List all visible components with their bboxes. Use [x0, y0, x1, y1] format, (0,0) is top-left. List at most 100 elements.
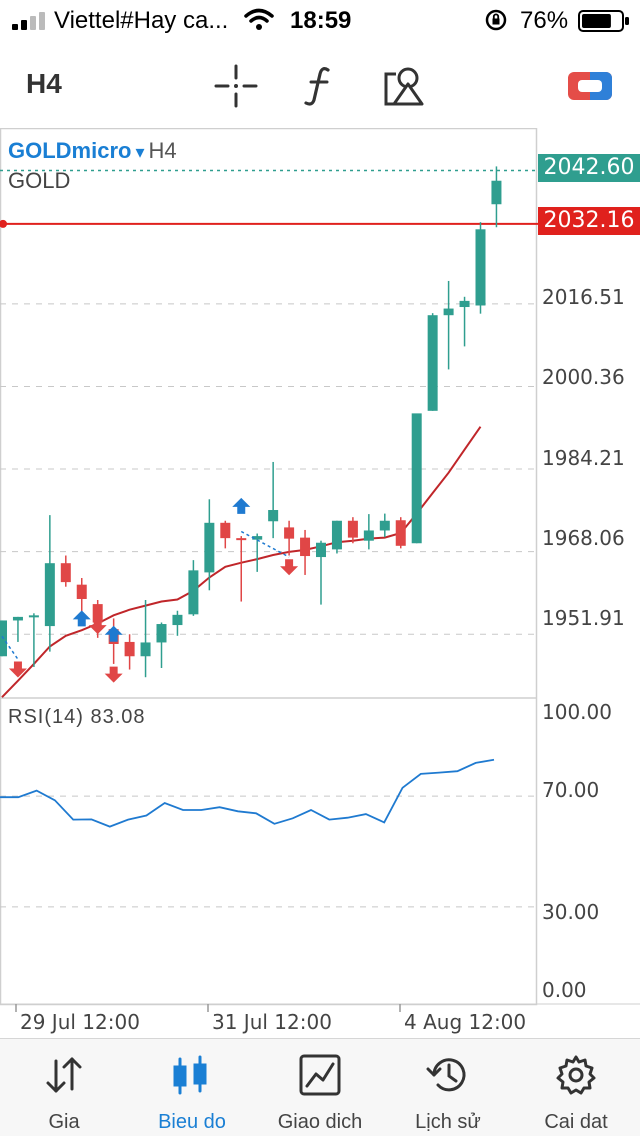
symbol-header[interactable]: GOLDmicro ▾ H4 — [8, 138, 177, 164]
chart-toolbar: H4 — [0, 44, 640, 124]
candle-body — [44, 563, 55, 627]
tab-label: Gia — [48, 1111, 80, 1133]
rsi-axis-label: 0.00 — [542, 978, 587, 1002]
tab-settings[interactable]: Cai dat — [512, 1039, 640, 1136]
candle-body — [76, 584, 87, 599]
sell-signal-arrow — [88, 618, 107, 635]
history-icon — [426, 1058, 466, 1092]
objects-icon[interactable] — [382, 64, 426, 108]
signal-link-line — [1, 635, 19, 660]
settings-icon — [556, 1055, 596, 1095]
bid-price-tag: 2032.16 — [538, 207, 640, 235]
candle-body — [427, 315, 438, 411]
candle — [124, 634, 135, 670]
quotes-icon — [46, 1057, 82, 1093]
candle-body — [140, 642, 151, 657]
price-axis-label: 2016.51 — [542, 285, 625, 309]
candle-body — [316, 542, 326, 558]
candle-body — [300, 537, 311, 557]
candle — [204, 499, 215, 591]
candle — [316, 540, 326, 605]
candle-body — [459, 300, 470, 308]
price-axis-label: 2000.36 — [542, 365, 625, 389]
battery-icon — [578, 10, 629, 32]
candle — [252, 533, 263, 572]
candle — [331, 520, 342, 554]
chart-frame — [0, 128, 640, 1006]
candle-body — [491, 180, 502, 205]
battery-percent: 76% — [520, 7, 569, 34]
tab-chart[interactable]: Bieu do — [128, 1039, 256, 1136]
candle — [443, 280, 454, 370]
timeframe-button[interactable]: H4 — [26, 68, 62, 99]
candle-body — [236, 538, 247, 541]
candle — [427, 313, 438, 411]
candle — [60, 555, 71, 587]
tab-label: Bieu do — [158, 1111, 226, 1133]
tab-label: Giao dich — [277, 1111, 363, 1133]
rsi-axis-label: 30.00 — [542, 900, 600, 924]
chart-area[interactable]: GOLDmicro ▾ H4 GOLD 2042.60 2032.16 2016.5… — [0, 128, 640, 1038]
candle-body — [268, 510, 279, 522]
buy-signal-arrow — [104, 625, 123, 642]
candle-body — [347, 520, 358, 538]
candle-body — [28, 615, 39, 618]
candle — [236, 536, 247, 602]
price-axis-label: 1951.91 — [542, 606, 625, 630]
time-axis-label: 31 Jul 12:00 — [212, 1010, 332, 1034]
candle — [44, 515, 55, 652]
candle-body — [411, 413, 422, 544]
candle-body — [188, 570, 199, 615]
candle — [172, 610, 183, 636]
tab-history[interactable]: Lịch sử — [384, 1039, 512, 1136]
candle-body — [12, 616, 23, 621]
status-time: 18:59 — [290, 7, 352, 34]
chart-grid — [0, 169, 640, 1012]
candle — [12, 616, 23, 642]
candle-body — [124, 641, 135, 657]
candle — [220, 520, 231, 549]
crosshair-icon[interactable] — [214, 64, 258, 108]
tab-quotes[interactable]: Gia — [0, 1039, 128, 1136]
bottom-tab-bar: Gia Bieu do Giao dich Lịch sử — [0, 1038, 640, 1136]
candle — [188, 560, 199, 616]
function-icon[interactable] — [298, 64, 342, 108]
candle — [363, 514, 374, 550]
buy-signal-arrow — [72, 610, 91, 627]
candle-body — [60, 563, 71, 583]
rsi-line — [0, 758, 495, 828]
candle — [140, 600, 151, 678]
chart-canvas[interactable] — [0, 128, 640, 1038]
candle — [411, 413, 422, 544]
candle — [28, 613, 39, 667]
time-axis-label: 29 Jul 12:00 — [20, 1010, 140, 1034]
rsi-layer — [0, 758, 495, 828]
chart-icon — [173, 1055, 207, 1095]
candle — [475, 222, 486, 314]
price-axis-label: 1984.21 — [542, 446, 625, 470]
status-bar: Viettel#Hay ca... 18:59 76% — [0, 0, 640, 40]
symbol-dropdown-icon[interactable]: ▾ — [135, 142, 145, 162]
trade-chart-icon — [299, 1054, 341, 1096]
candle-body — [220, 522, 231, 539]
sell-signal-arrow — [104, 666, 123, 683]
candle — [268, 461, 279, 539]
symbol-timeframe: H4 — [148, 138, 177, 163]
candle-body — [379, 520, 390, 531]
candle — [459, 296, 470, 347]
price-axis-label: 1968.06 — [542, 526, 625, 550]
candle-body — [172, 614, 183, 626]
tab-label: Lịch sử — [415, 1111, 481, 1133]
candle — [491, 166, 502, 228]
tab-trade[interactable]: Giao dich — [256, 1039, 384, 1136]
candle-body — [475, 229, 486, 306]
candle-body — [443, 308, 454, 316]
ask-price-tag: 2042.60 — [538, 154, 640, 182]
trade-icon[interactable] — [566, 66, 614, 106]
candle — [395, 517, 406, 549]
symbol-name[interactable]: GOLDmicro — [8, 138, 132, 163]
candle — [347, 517, 358, 544]
time-axis-label: 4 Aug 12:00 — [404, 1010, 527, 1034]
candle-body — [156, 624, 167, 643]
rsi-indicator-label[interactable]: RSI(14) 83.08 — [8, 706, 146, 728]
